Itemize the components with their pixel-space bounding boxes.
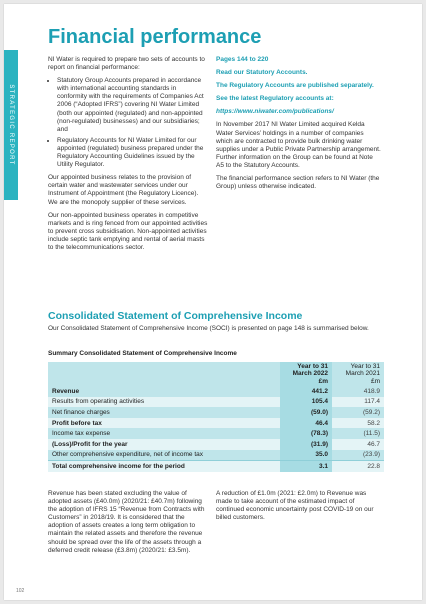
header-label-cell xyxy=(48,362,280,386)
table-row: Results from operating activities 105.4 … xyxy=(48,396,384,408)
value-2022: 441.2 xyxy=(280,386,332,397)
table-title: Summary Consolidated Statement of Compre… xyxy=(48,350,237,357)
row-label: (Loss)/Profit for the year xyxy=(48,438,280,450)
regulatory-accounts-heading: See the latest Regulatory accounts at: xyxy=(216,95,334,103)
value-2021: (59.2) xyxy=(332,407,384,418)
revenue-adopted-assets-paragraph: Revenue has been stated excluding the va… xyxy=(48,490,205,554)
table-header-row: Year to 31 March 2022 £m Year to 31 Marc… xyxy=(48,362,384,386)
table-row: (Loss)/Profit for the year (31.9) 46.7 xyxy=(48,438,384,450)
header-2021: Year to 31 March 2021 £m xyxy=(332,362,384,386)
accounts-list: Statutory Group Accounts prepared in acc… xyxy=(48,77,208,169)
regulatory-accounts-note: The Regulatory Accounts are published se… xyxy=(216,82,374,90)
header-2021-line2: March 2021 xyxy=(345,370,380,378)
table-row: Revenue 441.2 418.9 xyxy=(48,386,384,397)
value-2021: 22.8 xyxy=(332,460,384,472)
table-row: Total comprehensive income for the perio… xyxy=(48,460,384,472)
accounts-intro: NI Water is required to prepare two sets… xyxy=(48,56,205,72)
pages-reference: Pages 144 to 220 xyxy=(216,56,269,63)
header-2022-line2: March 2022 xyxy=(292,370,328,378)
list-item: Regulatory Accounts for NI Water Limited… xyxy=(57,137,208,169)
value-2021: 58.2 xyxy=(332,417,384,429)
row-label: Results from operating activities xyxy=(48,396,280,408)
right-column: Pages 144 to 220 Read our Statutory Acco… xyxy=(216,56,382,196)
value-2021: (11.5) xyxy=(332,428,384,439)
row-label: Other comprehensive expenditure, net of … xyxy=(48,449,280,461)
section-heading: Consolidated Statement of Comprehensive … xyxy=(48,310,303,322)
header-2022: Year to 31 March 2022 £m xyxy=(280,362,332,386)
row-label: Income tax expense xyxy=(48,428,280,439)
publications-link[interactable]: https://www.niwater.com/publications/ xyxy=(216,108,334,116)
value-2022: 105.4 xyxy=(280,396,332,408)
value-2022: (31.9) xyxy=(280,438,332,450)
header-2022-unit: £m xyxy=(318,377,328,385)
value-2022: 3.1 xyxy=(280,460,332,472)
page-title: Financial performance xyxy=(48,26,262,48)
row-label: Total comprehensive income for the perio… xyxy=(48,460,280,472)
revenue-note-column: Revenue has been stated excluding the va… xyxy=(48,490,208,560)
non-appointed-business-paragraph: Our non-appointed business operates in c… xyxy=(48,211,208,251)
document-page: STRATEGIC REPORT Financial performance N… xyxy=(4,4,422,600)
appointed-business-paragraph: Our appointed business relates to the pr… xyxy=(48,174,199,206)
table-row: Other comprehensive expenditure, net of … xyxy=(48,449,384,461)
value-2022: 35.0 xyxy=(280,449,332,461)
group-scope-paragraph: The financial performance section refers… xyxy=(216,175,380,191)
row-label: Revenue xyxy=(48,386,280,397)
value-2022: 46.4 xyxy=(280,417,332,429)
side-tab-label: STRATEGIC REPORT xyxy=(8,84,14,166)
header-2021-unit: £m xyxy=(370,377,380,385)
section-intro: Our Consolidated Statement of Comprehens… xyxy=(48,325,369,332)
row-label: Net finance charges xyxy=(48,407,280,418)
revenue-reduction-column: A reduction of £1.0m (2021: £2.0m) to Re… xyxy=(216,490,382,527)
page-number: 102 xyxy=(16,588,25,594)
value-2021: 117.4 xyxy=(332,396,384,408)
read-statutory-accounts: Read our Statutory Accounts. xyxy=(216,69,308,77)
kelda-acquisition-paragraph: In November 2017 NI Water Limited acquir… xyxy=(216,121,381,169)
table-row: Profit before tax 46.4 58.2 xyxy=(48,417,384,429)
header-2022-line1: Year to 31 xyxy=(297,362,328,370)
value-2021: (23.9) xyxy=(332,449,384,461)
left-column: NI Water is required to prepare two sets… xyxy=(48,56,208,257)
row-label: Profit before tax xyxy=(48,417,280,429)
section-side-tab: STRATEGIC REPORT xyxy=(4,50,18,200)
revenue-reduction-paragraph: A reduction of £1.0m (2021: £2.0m) to Re… xyxy=(216,490,374,522)
table-row: Net finance charges (59.0) (59.2) xyxy=(48,407,384,418)
header-2021-line1: Year to 31 xyxy=(350,362,380,370)
value-2022: (59.0) xyxy=(280,407,332,418)
value-2022: (78.3) xyxy=(280,428,332,439)
value-2021: 418.9 xyxy=(332,386,384,397)
list-item: Statutory Group Accounts prepared in acc… xyxy=(57,77,208,134)
table-row: Income tax expense (78.3) (11.5) xyxy=(48,428,384,439)
soci-table: Year to 31 March 2022 £m Year to 31 Marc… xyxy=(48,362,384,472)
value-2021: 46.7 xyxy=(332,438,384,450)
